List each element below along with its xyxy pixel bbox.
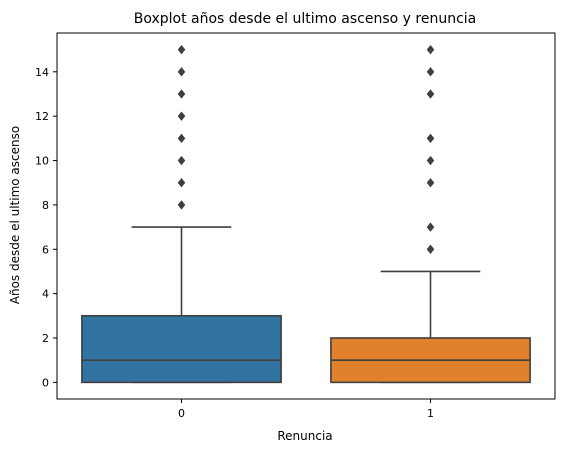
outlier-point (426, 89, 435, 99)
outlier-point (177, 111, 186, 121)
plot-area: 0 2 4 6 8 10 12 14 0 1 (35, 32, 556, 420)
y-tick-label: 8 (42, 199, 49, 212)
chart-title: Boxplot años desde el ultimo ascenso y r… (134, 11, 477, 27)
outlier-point (177, 200, 186, 210)
x-axis-label: Renuncia (277, 429, 332, 443)
x-tick-label: 0 (178, 407, 185, 420)
box-0 (81, 315, 282, 384)
y-tick-label: 2 (42, 332, 49, 345)
x-tick-label: 1 (427, 407, 434, 420)
outlier-point (426, 67, 435, 77)
y-tick-label: 4 (42, 288, 49, 301)
outlier-point (426, 133, 435, 144)
outlier-point (177, 89, 186, 99)
y-tick-label: 6 (42, 243, 49, 256)
y-tick-label: 10 (35, 155, 49, 168)
outlier-point (177, 178, 186, 188)
outlier-point (426, 155, 435, 166)
outlier-point (177, 67, 186, 77)
y-tick-label: 14 (35, 66, 49, 79)
outlier-point (426, 178, 435, 188)
outlier-point (426, 244, 435, 254)
outlier-point (426, 44, 435, 55)
y-axis-label: Años desde el ultimo ascenso (8, 126, 22, 304)
axes-frame (56, 32, 556, 400)
y-tick-label: 0 (42, 376, 49, 389)
y-tick-label: 12 (35, 110, 49, 123)
outlier-point (177, 44, 186, 55)
outlier-point (426, 222, 435, 232)
outlier-point (177, 155, 186, 166)
outlier-point (177, 133, 186, 144)
